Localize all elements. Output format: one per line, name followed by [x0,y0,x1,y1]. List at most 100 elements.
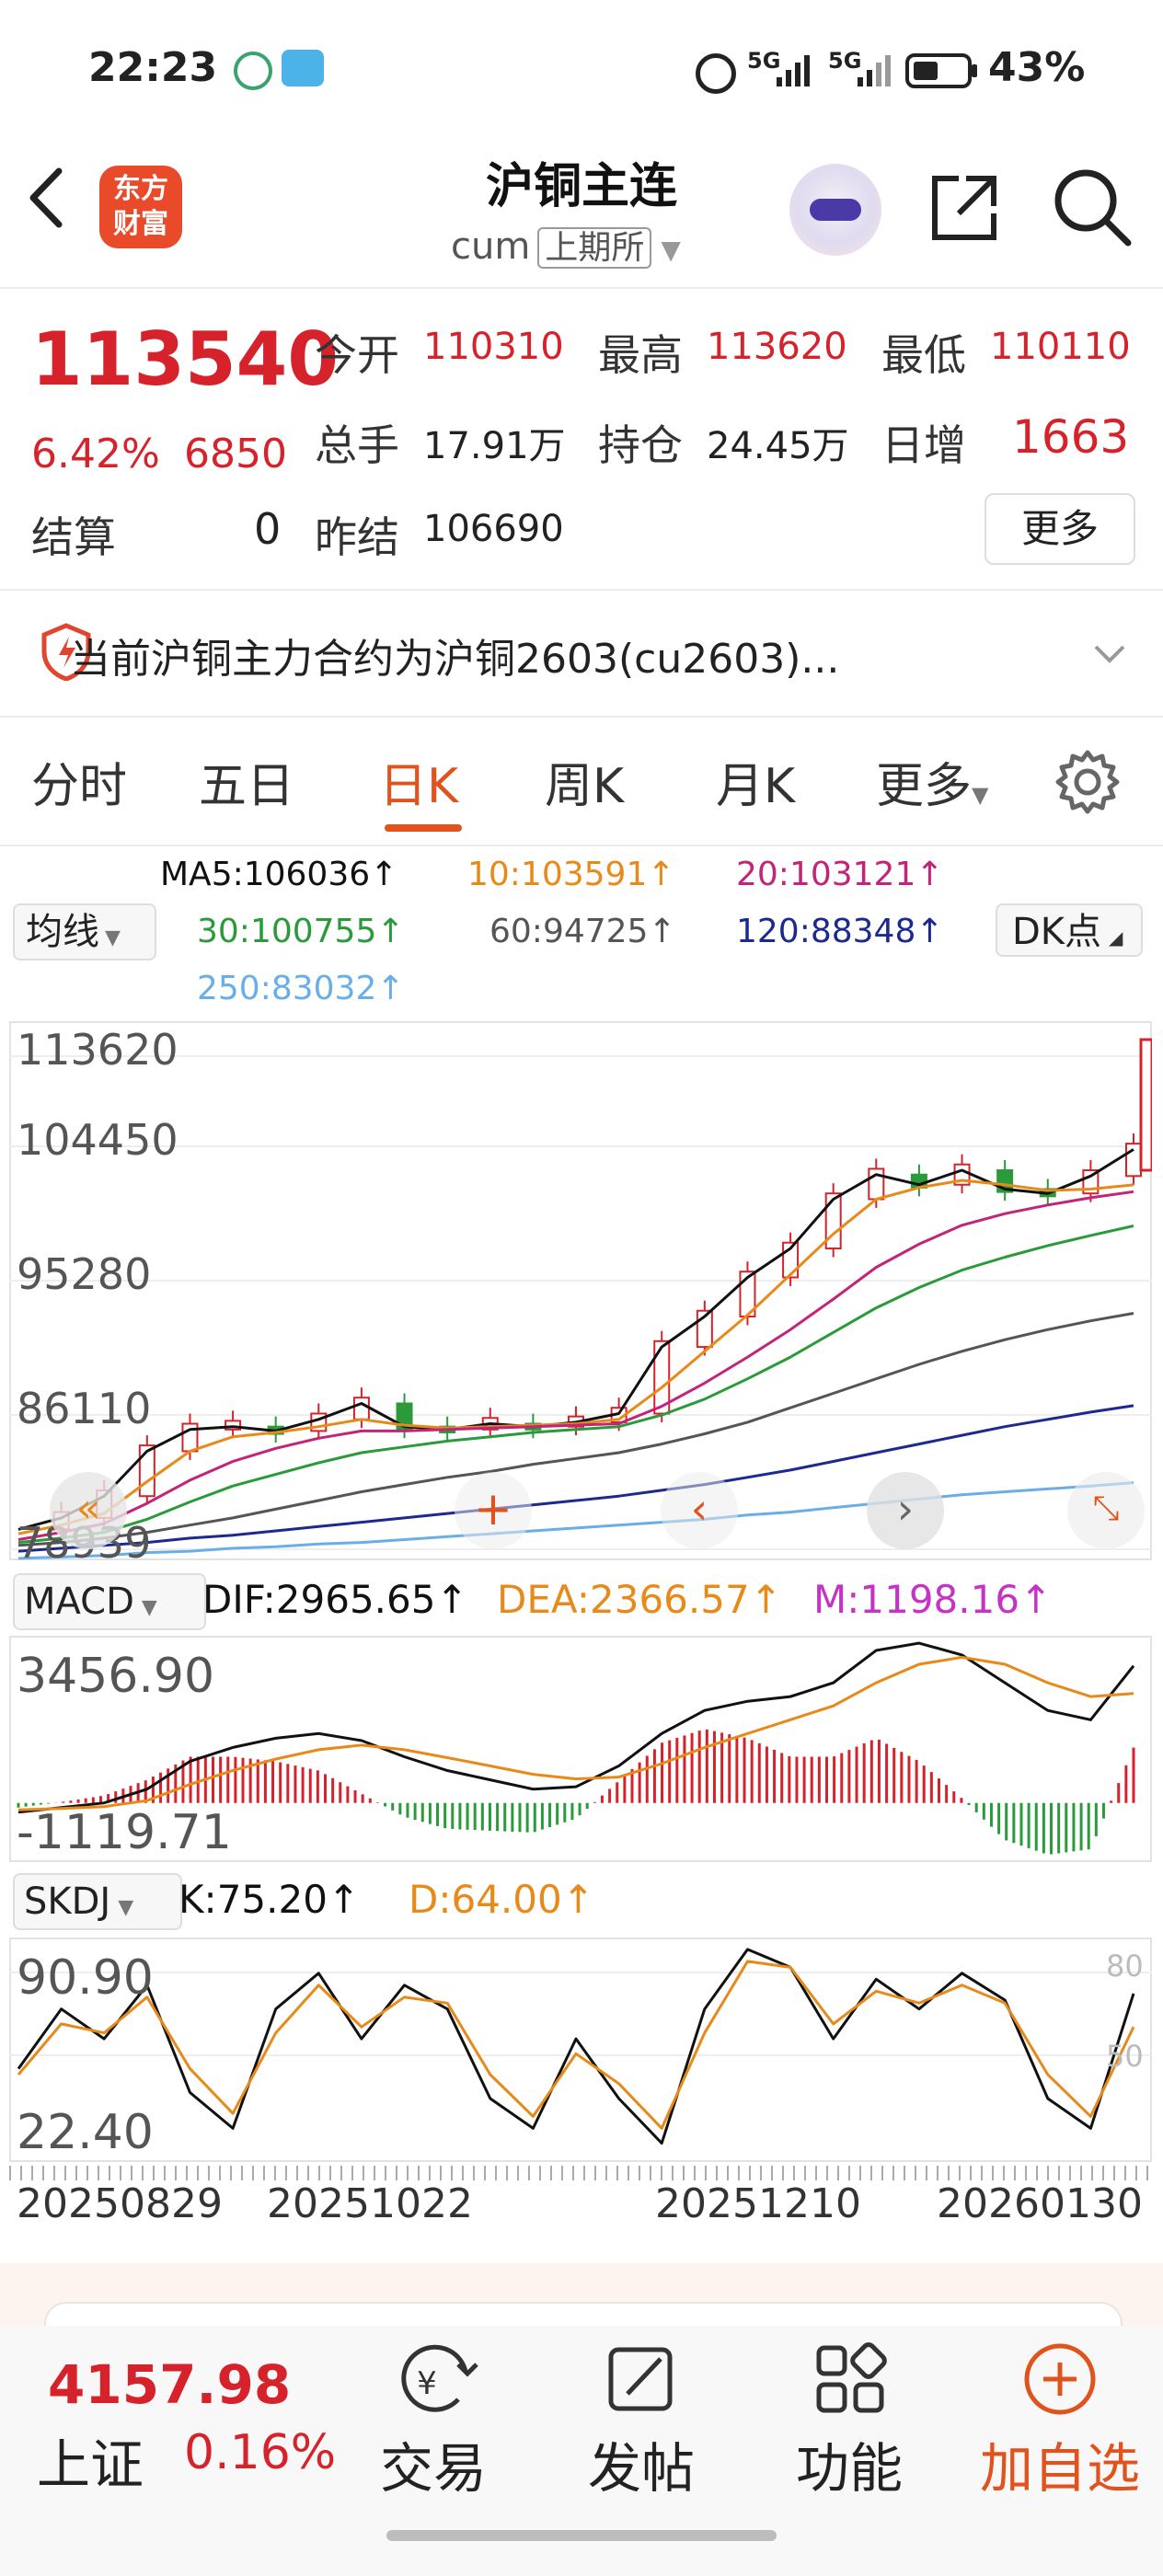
high-value: 113620 [707,326,847,368]
macd-bottom-value: -1119.71 [17,1805,232,1860]
back-arrow-icon[interactable] [28,166,64,230]
search-icon[interactable] [1051,166,1134,248]
app-notification-icon [234,52,272,90]
tab-more[interactable]: 更多▼ [876,747,988,816]
tab-daily-k[interactable]: 日K [379,759,459,814]
ma-line-ma120 [17,1404,1134,1553]
skdj-chart[interactable] [9,1938,1152,2162]
shield-alert-icon [41,623,91,681]
ma-selector-label: 均线 [26,911,99,953]
logo-text-2: 财富 [113,208,168,240]
post-edit-icon[interactable] [605,2342,679,2416]
ma-line-ma20 [17,1190,1134,1541]
series-line-d [17,1960,1135,2130]
caret-down-icon: ▼ [972,782,989,808]
macd-m: M:1198.16↑ [813,1577,1053,1622]
symbol-code: cum [451,225,531,268]
index-value[interactable]: 4157.98 [48,2353,292,2416]
chevron-down-icon: ▼ [661,235,681,265]
network-label-2: 5G [828,48,862,74]
ma-line-ma30 [17,1225,1134,1545]
prev-settle-label: 昨结 [315,512,399,562]
add-watchlist-label[interactable]: 加自选 [979,2437,1140,2500]
skdj-top-value: 90.90 [17,1950,154,2006]
macd-line-dif [17,1641,1135,1814]
macd-top-value: 3456.90 [17,1649,215,1704]
settle-label: 结算 [31,512,116,562]
low-value: 110110 [990,326,1131,368]
index-change[interactable]: 0.16% [184,2425,337,2480]
open-interest-label: 持仓 [598,420,683,470]
open-label: 今开 [315,330,399,380]
more-quote-button[interactable]: 更多 [985,493,1135,565]
notice-text[interactable]: 当前沪铜主力合约为沪铜2603(cu2603)... [70,636,840,683]
fullscreen-icon[interactable]: ⤡ [1067,1472,1145,1549]
scroll-left-button[interactable]: ‹ [661,1472,738,1549]
macd-line-dea [17,1655,1134,1811]
scroll-right-button[interactable]: › [867,1472,944,1549]
active-tab-indicator [385,824,462,832]
logo-text-1: 东方 [113,173,168,205]
add-watchlist-icon[interactable] [1021,2340,1099,2418]
skdj-selector[interactable]: SKDJ ▼ [13,1873,182,1930]
y-tick-1: 113620 [17,1025,178,1075]
date-label-1: 20250829 [17,2180,223,2227]
skdj-level-50: 50 [1106,2039,1144,2074]
chevron-down-icon[interactable] [1093,644,1126,664]
ma60-legend: 60:94725↑ [489,913,676,950]
trade-yen-icon[interactable]: ¥ [394,2344,482,2418]
assistant-avatar[interactable] [789,164,881,256]
features-grid-icon[interactable] [813,2342,891,2420]
gear-icon[interactable] [1053,747,1123,817]
caret-down-icon: ▼ [118,1896,134,1919]
post-label[interactable]: 发帖 [587,2437,695,2500]
index-name[interactable]: 上证 [37,2433,144,2496]
battery-percent: 43% [988,44,1086,91]
ma5-legend: MA5:106036↑ [160,856,398,893]
caret-down-icon: ▼ [141,1596,157,1619]
candle-body [1125,1143,1142,1178]
status-time: 22:23 [88,44,218,91]
trade-label[interactable]: 交易 [379,2437,487,2500]
dk-point-label: DK点 [1012,911,1102,953]
y-tick-4: 86110 [17,1384,152,1433]
volume-label: 总手 [315,420,399,470]
macd-selector-label: MACD [24,1581,134,1623]
home-indicator [386,2530,777,2541]
change-percent: 6.42% [31,431,160,477]
candle-body [225,1420,242,1431]
share-icon[interactable] [926,169,1003,247]
tab-weekly-k[interactable]: 周K [545,759,625,814]
network-label-1: 5G [747,48,781,74]
rewind-button[interactable]: « [50,1472,127,1549]
date-label-2: 20251022 [267,2180,473,2227]
tab-intraday[interactable]: 分时 [31,759,128,814]
app-logo[interactable]: 东方 财富 [99,166,182,248]
symbol-exchange[interactable]: cum 上期所 ▼ [451,221,681,269]
exchange-badge: 上期所 [537,227,652,269]
high-label: 最高 [598,330,683,380]
dk-point-selector[interactable]: DK点 ◢ [996,903,1143,957]
book-notification-icon [282,50,324,86]
date-label-4: 20260130 [937,2180,1143,2227]
tab-monthly-k[interactable]: 月K [716,759,796,814]
candle-body-latest [1139,1038,1152,1172]
zoom-in-button[interactable]: + [455,1472,532,1549]
open-value: 110310 [423,326,564,368]
daily-increase-value: 1663 [1012,410,1130,464]
tab-five-day[interactable]: 五日 [199,759,295,814]
caret-down-icon: ▼ [105,926,121,949]
change-amount: 6850 [184,431,287,477]
svg-text:¥: ¥ [417,2365,437,2402]
candlestick-chart[interactable] [9,1021,1152,1560]
signal-icon-2 [858,55,891,86]
ma10-legend: 10:103591↑ [467,856,675,893]
chart-frame [9,1021,1152,1560]
macd-selector[interactable]: MACD ▼ [13,1573,206,1630]
macd-chart[interactable] [9,1636,1152,1862]
ma-selector[interactable]: 均线 ▼ [13,903,156,960]
corner-arrow-icon: ◢ [1109,926,1123,949]
volume-value: 17.91万 [423,425,566,467]
signal-icon [777,55,810,86]
features-label[interactable]: 功能 [795,2437,903,2500]
